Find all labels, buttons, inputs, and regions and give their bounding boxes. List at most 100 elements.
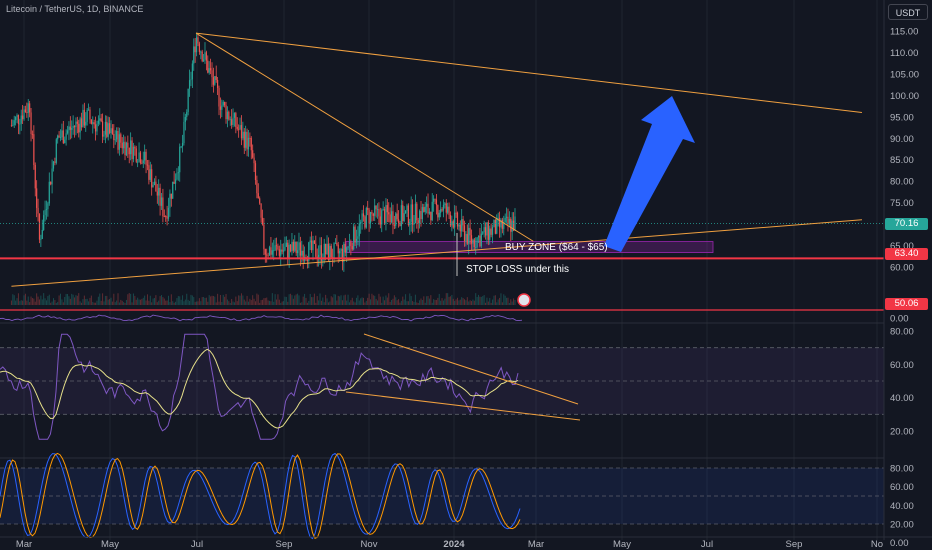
volume-bar (311, 297, 313, 305)
volume-bar (297, 293, 299, 305)
volume-bar (301, 302, 303, 305)
volume-bar (116, 300, 118, 305)
candle-body (107, 123, 109, 137)
volume-bar (207, 301, 209, 305)
candle-body (298, 242, 300, 251)
candle-body (484, 227, 487, 236)
volume-bar (201, 297, 203, 305)
volume-bar (60, 293, 62, 305)
volume-bar (141, 298, 143, 305)
buy-zone-label: BUY ZONE ($64 - $65) (505, 242, 608, 253)
volume-bar (299, 302, 301, 305)
candle-body (240, 125, 243, 139)
volume-bar (106, 295, 108, 305)
price-tick-label: 115.00 (890, 27, 918, 38)
volume-bar (173, 302, 175, 305)
candle-body (426, 203, 428, 207)
volume-bar (118, 302, 120, 305)
candle-body (69, 126, 71, 130)
price-tick-label: 100.00 (890, 91, 919, 102)
volume-bar (269, 300, 271, 305)
volume-bar (393, 295, 395, 305)
candle-body (348, 241, 351, 247)
candle-body (34, 164, 36, 189)
rsi-tick-label: 20.00 (890, 427, 914, 438)
candle-body (413, 223, 415, 225)
volume-bar (312, 297, 314, 305)
price-tick-label: 60.00 (890, 263, 914, 274)
volume-bar (75, 295, 77, 305)
candle-body (402, 205, 404, 221)
candle-body (347, 246, 349, 249)
candle-body (217, 79, 219, 88)
volume-bar (222, 294, 224, 305)
candle-body (389, 214, 391, 223)
volume-bar (211, 295, 213, 305)
volume-bar (323, 302, 325, 305)
volume-bar (485, 302, 487, 305)
candle-body (83, 109, 85, 126)
volume-bar (430, 295, 432, 305)
volume-bar (493, 295, 495, 305)
candle-body (205, 52, 207, 61)
volume-bar (295, 294, 297, 305)
currency-selector[interactable]: USDT (888, 4, 928, 20)
buy-zone-rect (345, 241, 714, 253)
candle-body (188, 80, 191, 89)
candle-body (441, 209, 443, 211)
volume-bar (114, 302, 116, 305)
candle-body (54, 161, 56, 163)
volume-bar (497, 299, 499, 305)
candle-body (369, 211, 372, 224)
rsi-tick-label: 40.00 (890, 393, 914, 404)
volume-bar (466, 297, 468, 305)
volume-bar (190, 294, 192, 305)
candle-body (180, 146, 182, 148)
candle-body (15, 117, 17, 121)
volume-bar (232, 301, 234, 305)
volume-bar (249, 298, 251, 305)
candle-body (378, 209, 380, 217)
volume-bar (333, 294, 335, 305)
candle-body (381, 210, 383, 225)
rsi-line (0, 333, 519, 440)
volume-bar (416, 302, 418, 305)
volume-bar (504, 295, 506, 305)
volume-bar (137, 297, 139, 305)
candle-body (245, 131, 247, 148)
candle-body (482, 232, 484, 234)
volume-bar (327, 302, 329, 305)
volume-bar (414, 294, 416, 305)
candle-body (47, 203, 49, 210)
candle-body (351, 246, 353, 250)
candle-body (456, 212, 459, 227)
candle-body (186, 111, 188, 118)
candle-body (507, 216, 509, 225)
candle-body (68, 126, 70, 131)
volume-bar (15, 300, 17, 305)
volume-bar (326, 298, 328, 305)
stoch-tick-label: 60.00 (890, 482, 914, 493)
candle-body (155, 181, 157, 192)
candle-body (479, 235, 481, 247)
volume-bar (304, 293, 306, 305)
volume-bar (172, 301, 174, 305)
volume-bar (103, 301, 105, 305)
volume-bar (419, 300, 421, 305)
volume-bar (428, 298, 430, 305)
candle-body (38, 213, 41, 240)
candle-body (31, 134, 34, 135)
candle-body (260, 203, 262, 218)
volume-bar (427, 296, 429, 305)
candle-body (24, 109, 27, 113)
candle-body (310, 240, 313, 251)
candle-body (202, 59, 205, 62)
volume-bar (81, 302, 83, 305)
candle-body (170, 193, 172, 199)
volume-bar (253, 298, 255, 305)
volume-bar (215, 302, 217, 305)
candle-body (329, 245, 331, 261)
price-tick-label: 85.00 (890, 155, 914, 166)
volume-bar (399, 302, 401, 305)
volume-bar (196, 301, 198, 305)
